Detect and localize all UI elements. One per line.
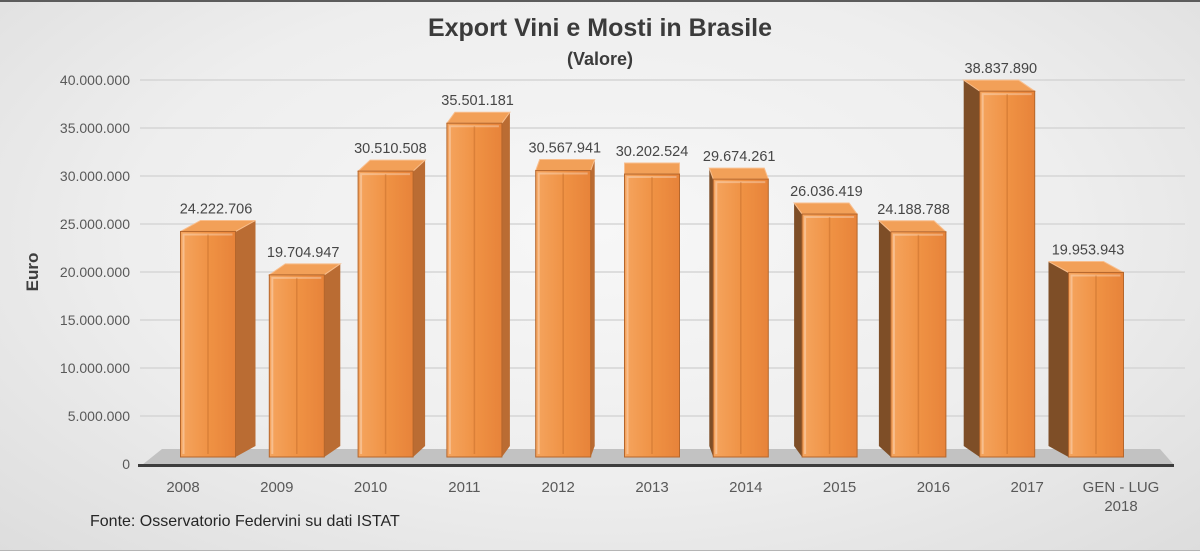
- x-tick-label: 2011: [448, 479, 480, 496]
- chart-subtitle: (Valore): [566, 49, 634, 69]
- bar-top-face: [534, 159, 596, 172]
- value-label-2012: 30.567.941: [529, 141, 602, 157]
- value-label-2010: 30.510.508: [354, 141, 427, 157]
- bar-side-face: [1048, 261, 1069, 457]
- bar-front-face: [979, 90, 1036, 458]
- bar-bevel-highlight: [271, 276, 322, 454]
- bar-bevel-highlight: [892, 233, 943, 454]
- y-tick-label: 15.000.000: [60, 312, 130, 328]
- bar-front-face: [801, 213, 858, 458]
- bar-front-face: [535, 170, 592, 458]
- bar-front-face: [446, 122, 503, 458]
- bar-front-face: [624, 173, 680, 458]
- value-label-2017: 38.837.890: [965, 61, 1038, 77]
- bar-front-face: [268, 274, 325, 458]
- x-tick-label: 2018: [1104, 498, 1137, 515]
- value-label-2016: 24.188.788: [877, 202, 950, 218]
- bar-bevel-highlight: [715, 181, 766, 454]
- bar-front-face: [357, 170, 414, 458]
- value-label-2009: 19.704.947: [267, 245, 340, 261]
- bar-2014: [708, 167, 770, 458]
- bar-top-face: [708, 167, 770, 180]
- bar-side-face: [794, 203, 803, 457]
- bar-side-face: [963, 80, 980, 458]
- x-tick-label: 2012: [542, 479, 575, 496]
- y-tick-label: 10.000.000: [60, 360, 130, 376]
- bar-side-face: [413, 160, 426, 457]
- bar-side-face: [324, 263, 341, 457]
- y-tick-label: 5.000.000: [68, 408, 130, 424]
- value-label-GEN - LUG 2018: 19.953.943: [1052, 242, 1125, 258]
- x-tick-label: 2009: [260, 479, 293, 496]
- y-tick-label: 0: [122, 456, 130, 472]
- bar-2012: [534, 159, 596, 458]
- value-label-2011: 35.501.181: [441, 93, 514, 109]
- y-tick-label: 30.000.000: [60, 168, 130, 184]
- bar-bevel-highlight: [360, 173, 411, 454]
- y-tick-label: 20.000.000: [60, 264, 130, 280]
- value-label-2013: 30.202.524: [616, 144, 689, 160]
- bar-2011: [445, 111, 511, 458]
- bar-2016: [877, 220, 948, 458]
- bar-side-face: [878, 220, 891, 457]
- bar-front-face: [1068, 271, 1124, 458]
- bar-bevel-highlight: [448, 125, 499, 454]
- x-tick-label: 2014: [729, 479, 762, 496]
- bar-front-face: [180, 230, 236, 458]
- bar-bevel-highlight: [182, 233, 233, 454]
- bar-side-face: [709, 168, 714, 458]
- value-label-2008: 24.222.706: [180, 201, 253, 217]
- bar-top-face: [356, 159, 427, 172]
- x-tick-label: 2017: [1011, 479, 1044, 496]
- bar-2008: [180, 219, 256, 458]
- x-tick-label: 2016: [917, 479, 950, 496]
- x-tick-label: 2008: [166, 479, 199, 496]
- chart-title: Export Vini e Mosti in Brasile: [427, 14, 773, 42]
- x-tick-label: GEN - LUG: [1083, 479, 1160, 496]
- bar-bevel-highlight: [537, 172, 588, 454]
- bar-front-face: [890, 231, 947, 458]
- bar-GEN - LUG 2018: [1048, 260, 1124, 458]
- bar-front-face: [712, 178, 769, 458]
- bar-2009: [267, 263, 342, 458]
- x-tick-label: 2015: [823, 479, 856, 496]
- bar-2010: [356, 159, 427, 458]
- x-tick-label: 2010: [354, 479, 387, 496]
- x-tick-label: 2013: [635, 479, 668, 496]
- bar-side-face: [590, 159, 595, 457]
- bar-2015: [793, 202, 859, 458]
- y-tick-label: 35.000.000: [60, 120, 130, 136]
- bar-top-face: [877, 220, 948, 233]
- value-label-2014: 29.674.261: [703, 149, 776, 165]
- bar-2017: [962, 79, 1037, 458]
- bar-side-face: [501, 112, 510, 457]
- y-tick-label: 25.000.000: [60, 216, 130, 232]
- bar-bevel-highlight: [626, 176, 677, 454]
- bar-bevel-highlight: [804, 216, 855, 454]
- bar-top-face: [445, 111, 511, 124]
- value-label-2015: 26.036.419: [790, 184, 863, 200]
- bar-top-face: [624, 162, 680, 175]
- bar-2013: [624, 162, 680, 458]
- bar-side-face: [235, 220, 256, 457]
- bar-bevel-highlight: [981, 93, 1032, 454]
- bar-top-face: [793, 202, 859, 215]
- source-note: Fonte: Osservatorio Federvini su dati IS…: [90, 513, 400, 530]
- y-tick-label: 40.000.000: [60, 72, 130, 88]
- bar-bevel-highlight: [1070, 274, 1121, 454]
